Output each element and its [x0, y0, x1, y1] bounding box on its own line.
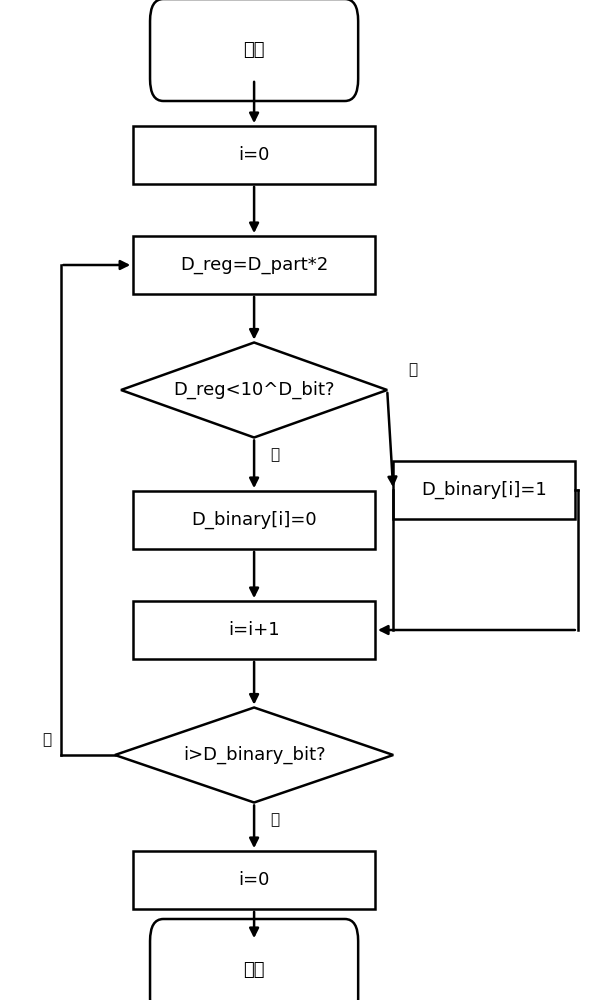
Text: i=i+1: i=i+1: [228, 621, 280, 639]
Text: D_reg<10^D_bit?: D_reg<10^D_bit?: [174, 381, 335, 399]
Text: i>D_binary_bit?: i>D_binary_bit?: [183, 746, 325, 764]
Bar: [133, 126, 375, 184]
FancyBboxPatch shape: [150, 919, 358, 1000]
Text: i=0: i=0: [238, 146, 270, 164]
Text: 是: 是: [270, 812, 280, 828]
Text: 结束: 结束: [243, 961, 265, 979]
Text: i=0: i=0: [238, 871, 270, 889]
Polygon shape: [121, 342, 387, 438]
Bar: [133, 236, 375, 294]
Bar: [133, 491, 375, 549]
FancyBboxPatch shape: [150, 0, 358, 101]
Text: 开始: 开始: [243, 41, 265, 59]
Text: 否: 否: [270, 448, 280, 462]
Polygon shape: [115, 708, 393, 802]
Text: D_binary[i]=0: D_binary[i]=0: [191, 511, 317, 529]
Text: 是: 是: [408, 362, 417, 377]
Bar: [133, 851, 375, 909]
Text: D_binary[i]=1: D_binary[i]=1: [421, 481, 547, 499]
Bar: [393, 461, 575, 519]
Text: D_reg=D_part*2: D_reg=D_part*2: [180, 256, 329, 274]
Text: 否: 否: [42, 732, 51, 748]
Bar: [133, 601, 375, 659]
